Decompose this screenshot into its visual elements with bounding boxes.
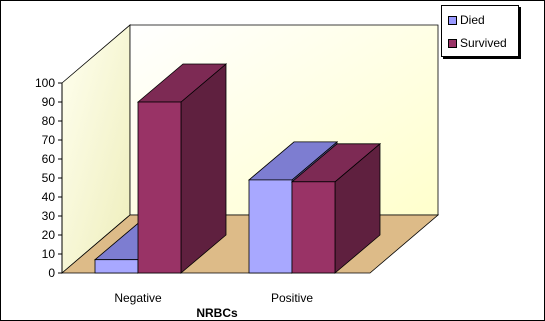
bar-survived-negative [136,63,228,274]
y-tick-label: 70 [42,133,56,147]
legend-label-died: Died [460,13,485,27]
y-tick-label: 90 [42,95,56,109]
bar-front [137,101,182,274]
y-tick-label: 40 [42,190,56,204]
legend-swatch-died [448,15,457,25]
legend-swatch-survived [448,38,457,48]
legend-label-survived: Survived [460,36,507,50]
legend: Died Survived [441,5,519,57]
legend-item-survived: Survived [448,35,507,51]
y-tick-label: 30 [42,209,56,223]
bar-front [291,181,336,274]
y-axis: 0 10 20 30 40 50 60 70 80 90 100 [35,76,63,280]
x-axis: Negative Positive NRBCs [114,291,313,320]
bar-survived-positive [290,142,382,274]
x-tick-label: Positive [271,291,313,305]
bar-front [248,179,293,274]
legend-item-died: Died [448,12,485,28]
bars [93,63,382,274]
x-axis-title: NRBCs [196,306,238,320]
y-tick-label: 100 [35,76,55,90]
y-tick-label: 60 [42,152,56,166]
bar-front [94,259,139,274]
y-tick-label: 10 [42,247,56,261]
y-tick-label: 0 [48,266,55,280]
x-tick-label: Negative [114,291,162,305]
y-tick-label: 20 [42,228,56,242]
y-tick-label: 80 [42,114,56,128]
y-tick-label: 50 [42,171,56,185]
